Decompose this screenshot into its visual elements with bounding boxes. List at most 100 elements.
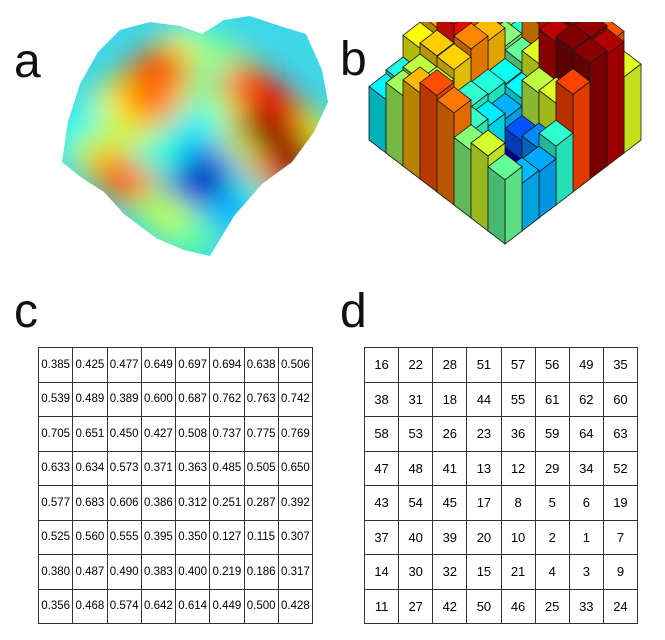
- value-table-cell: 0.356: [37, 588, 74, 624]
- rank-table-cell: 44: [466, 381, 502, 417]
- rank-table: 16 22 28 51 57 56 49 35 38 31 18 44 55 61 62 60 58 53 26 23…: [363, 347, 639, 624]
- value-table-cell: 0.560: [72, 519, 108, 555]
- rank-table-cell: 8: [500, 485, 536, 521]
- rank-table-cell: 25: [534, 588, 570, 624]
- panel-label-d: d: [340, 285, 367, 338]
- value-table-cell: 0.427: [140, 416, 177, 452]
- rank-table-cell: 11: [363, 588, 400, 624]
- rank-table-cell: 38: [363, 381, 400, 417]
- value-table-cell: 0.775: [243, 416, 279, 452]
- rank-table-cell: 50: [466, 588, 502, 624]
- value-table-row: 0.539 0.489 0.389 0.600 0.687 0.762 0.763 0.742: [37, 381, 314, 417]
- rank-table-row: 14 30 32 15 21 4 3 9: [363, 554, 639, 590]
- rank-table-cell: 49: [568, 347, 604, 383]
- value-table-cell: 0.705: [37, 416, 74, 452]
- value-table-cell: 0.763: [243, 381, 279, 417]
- value-table-cell: 0.389: [106, 381, 142, 417]
- value-table-cell: 0.638: [243, 347, 279, 383]
- value-table-cell: 0.634: [72, 450, 108, 486]
- value-table-cell: 0.287: [243, 485, 279, 521]
- value-table-cell: 0.312: [174, 485, 211, 521]
- rank-table-cell: 7: [602, 519, 639, 555]
- value-table-cell: 0.485: [209, 450, 245, 486]
- value-table-cell: 0.505: [243, 450, 279, 486]
- rank-table-cell: 5: [534, 485, 570, 521]
- value-table-cell: 0.577: [37, 485, 74, 521]
- rank-table-cell: 36: [500, 416, 536, 452]
- rank-table-cell: 45: [432, 485, 468, 521]
- rank-table-cell: 22: [398, 347, 434, 383]
- rank-table-cell: 12: [500, 450, 536, 486]
- terrain-patch: [169, 216, 217, 256]
- rank-table-cell: 1: [568, 519, 604, 555]
- bar-stack-3d-view: [368, 22, 642, 245]
- rank-table-cell: 35: [602, 347, 639, 383]
- rank-table-cell: 13: [466, 450, 502, 486]
- value-table-row: 0.356 0.468 0.574 0.642 0.614 0.449 0.500 0.428: [37, 588, 314, 624]
- rank-table-cell: 58: [363, 416, 400, 452]
- rank-table-cell: 31: [398, 381, 434, 417]
- rank-table-row: 47 48 41 13 12 29 34 52: [363, 450, 639, 486]
- rank-table-cell: 51: [466, 347, 502, 383]
- value-table-cell: 0.650: [277, 450, 314, 486]
- rank-table-cell: 6: [568, 485, 604, 521]
- value-table-cell: 0.555: [106, 519, 142, 555]
- value-table-cell: 0.477: [106, 347, 142, 383]
- value-table-cell: 0.694: [209, 347, 245, 383]
- value-table-cell: 0.219: [209, 554, 245, 590]
- value-table-cell: 0.317: [277, 554, 314, 590]
- value-table-cell: 0.350: [174, 519, 211, 555]
- rank-table-cell: 15: [466, 554, 502, 590]
- value-table-cell: 0.697: [174, 347, 211, 383]
- value-table-cell: 0.386: [140, 485, 177, 521]
- rank-table-cell: 32: [432, 554, 468, 590]
- value-table-cell: 0.400: [174, 554, 211, 590]
- value-table-cell: 0.742: [277, 381, 314, 417]
- bar-side: [402, 79, 421, 180]
- value-table-cell: 0.539: [37, 381, 74, 417]
- value-table-cell: 0.683: [72, 485, 108, 521]
- rank-table-cell: 17: [466, 485, 502, 521]
- rank-table-cell: 40: [398, 519, 434, 555]
- rank-table-cell: 56: [534, 347, 570, 383]
- rank-table-cell: 27: [398, 588, 434, 624]
- rank-table-cell: 62: [568, 381, 604, 417]
- value-table-cell: 0.186: [243, 554, 279, 590]
- value-table-cell: 0.251: [209, 485, 245, 521]
- rank-table-row: 38 31 18 44 55 61 62 60: [363, 381, 639, 417]
- value-table-cell: 0.525: [37, 519, 74, 555]
- rank-table-cell: 59: [534, 416, 570, 452]
- rank-table-cell: 48: [398, 450, 434, 486]
- value-table-cell: 0.449: [209, 588, 245, 624]
- value-table-cell: 0.385: [37, 347, 74, 383]
- value-table-row: 0.385 0.425 0.477 0.649 0.697 0.694 0.638 0.506: [37, 347, 314, 383]
- value-table-cell: 0.574: [106, 588, 142, 624]
- value-table-cell: 0.508: [174, 416, 211, 452]
- bar-side: [572, 80, 591, 193]
- rank-table-cell: 21: [500, 554, 536, 590]
- value-table-cell: 0.506: [277, 347, 314, 383]
- value-table-cell: 0.490: [106, 554, 142, 590]
- value-table-cell: 0.371: [140, 450, 177, 486]
- value-table-row: 0.525 0.560 0.555 0.395 0.350 0.127 0.115 0.307: [37, 519, 314, 555]
- rank-table-cell: 26: [432, 416, 468, 452]
- value-table-cell: 0.127: [209, 519, 245, 555]
- value-table-cell: 0.363: [174, 450, 211, 486]
- rank-table-cell: 33: [568, 588, 604, 624]
- rank-table-cell: 3: [568, 554, 604, 590]
- rank-table-cell: 2: [534, 519, 570, 555]
- bar-side: [555, 132, 574, 206]
- value-table-cell: 0.614: [174, 588, 211, 624]
- rank-table-cell: 20: [466, 519, 502, 555]
- rank-table-cell: 23: [466, 416, 502, 452]
- value-table-cell: 0.487: [72, 554, 108, 590]
- value-table-row: 0.633 0.634 0.573 0.371 0.363 0.485 0.505 0.650: [37, 450, 314, 486]
- rank-table-cell: 34: [568, 450, 604, 486]
- rank-table-cell: 19: [602, 485, 639, 521]
- panel-label-b: b: [340, 33, 367, 86]
- value-table-cell: 0.687: [174, 381, 211, 417]
- normalized-value-table: 0.385 0.425 0.477 0.649 0.697 0.694 0.638 0.506…: [37, 347, 314, 624]
- value-table-cell: 0.115: [243, 519, 279, 555]
- panel-label-a: a: [14, 35, 41, 88]
- rank-table-row: 58 53 26 23 36 59 64 63: [363, 416, 639, 452]
